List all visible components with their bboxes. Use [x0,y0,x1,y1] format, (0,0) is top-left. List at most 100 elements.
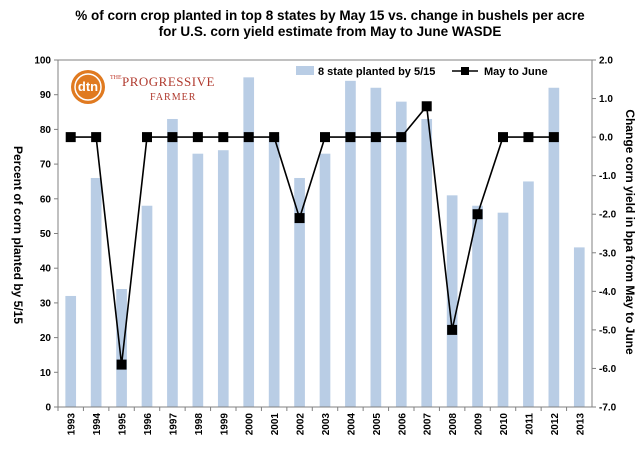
left-tick-label: 90 [40,90,52,101]
logo-the-text: THE [110,75,122,81]
line-marker-1999 [218,132,229,143]
bar-1995 [116,289,127,407]
bar-2007 [421,118,433,408]
dtn-progressive-farmer-logo: dtn THE PROGRESSIVE FARMER [68,68,215,106]
right-tick-label: -7.0 [599,403,617,414]
right-axis: 2.0 1.0 0.0 -1.0 -2.0 -3.0 -4.0 -5.0 -6.0 -7.0 [592,56,617,414]
bar-2008 [446,195,458,407]
left-tick-label: 40 [40,264,52,275]
legend-label-line: May to June [484,66,548,78]
logo-sub-text: FARMER [150,92,196,103]
bars-layer [65,77,585,408]
x-tick-label: 2002 [296,413,307,436]
bar-2011 [523,181,534,407]
bar-2003 [319,153,331,407]
right-tick-label: 2.0 [599,56,613,67]
legend: 8 state planted by 5/15 May to June [296,66,548,78]
right-tick-label: -3.0 [599,248,617,259]
right-tick-label: -5.0 [599,325,617,336]
left-tick-label: 10 [40,368,52,379]
legend-swatch-bar [296,66,314,75]
line-marker-2012 [548,132,559,143]
line-marker-2006 [396,132,407,143]
x-tick-label: 2003 [321,413,332,436]
line-marker-1995 [116,359,127,370]
chart-title-line1: % of corn crop planted in top 8 states b… [75,8,585,23]
x-tick-label: 2010 [499,413,510,436]
line-marker-2008 [447,324,458,335]
x-tick-label: 1997 [168,413,179,436]
line-marker-2002 [294,213,305,224]
line-marker-2010 [498,132,508,143]
right-tick-label: 1.0 [599,94,613,105]
bar-2012 [548,87,560,407]
dtn-logo-icon [71,70,105,104]
bar-1993 [65,295,77,407]
bar-1998 [192,153,204,407]
bar-1996 [141,205,153,407]
bar-2000 [243,77,255,407]
x-tick-label: 1996 [143,413,154,436]
right-tick-label: -4.0 [599,287,617,298]
line-layer [65,101,559,370]
line-marker-2009 [472,209,483,220]
x-tick-label: 1998 [194,413,205,436]
x-tick-label: 2008 [448,413,459,436]
x-tick-label: 2012 [550,413,561,436]
bar-2013 [573,247,585,407]
x-tick-label: 1993 [67,413,78,436]
left-axis: 0 10 20 30 40 50 60 70 80 90 100 [34,56,58,414]
line-marker-2007 [421,101,432,112]
x-tick-label: 2009 [474,413,485,436]
bar-2004 [345,80,356,407]
bar-1999 [217,150,229,407]
x-tick-label: 2013 [575,413,586,436]
line-marker-1994 [91,132,102,143]
right-tick-label: -6.0 [599,364,617,375]
left-tick-label: 100 [34,56,51,67]
line-marker-1997 [167,132,178,143]
left-axis-title: Percent of corn planted by 5/15 [11,146,25,324]
line-marker-1998 [192,132,203,143]
line-marker-2011 [523,132,534,143]
bar-2005 [370,87,382,407]
bar-2006 [395,101,407,407]
bar-2009 [472,205,483,407]
bar-1994 [90,177,102,407]
bar-2010 [497,212,509,407]
line-marker-2004 [345,132,356,143]
x-tick-label: 1995 [118,413,129,436]
right-tick-label: 0.0 [599,133,613,144]
line-marker-2005 [370,132,381,143]
x-tick-label: 1994 [92,413,103,436]
x-tick-label: 1999 [219,413,230,436]
x-tick-label: 2006 [397,413,408,436]
bar-1997 [167,118,178,408]
legend-swatch-marker [461,67,469,75]
chart-title-line2: for U.S. corn yield estimate from May to… [159,24,502,39]
logo-dtn-text: dtn [78,79,98,94]
x-tick-label: 2005 [372,413,383,436]
legend-label-bar: 8 state planted by 5/15 [318,66,435,78]
x-tick-label: 2011 [524,413,535,435]
bar-2002 [294,177,305,407]
x-axis: 1993 1994 1995 1996 1997 1998 1999 2000 2001 2002… [57,407,586,436]
bar-2001 [268,136,280,407]
left-tick-label: 50 [40,229,52,240]
left-tick-label: 0 [45,403,51,414]
x-tick-label: 2000 [245,413,256,436]
left-tick-label: 30 [40,298,52,309]
right-tick-label: -1.0 [599,171,617,182]
left-tick-label: 20 [40,333,52,344]
left-tick-label: 60 [40,194,52,205]
left-tick-label: 70 [40,160,52,171]
line-marker-1993 [65,132,76,143]
logo-main-text: PROGRESSIVE [122,74,215,89]
line-marker-1996 [142,132,152,143]
x-tick-label: 2001 [270,413,281,436]
x-tick-label: 2004 [346,413,357,436]
left-tick-label: 80 [40,125,52,136]
right-axis-title: Change corn yield in bpa from May to Jun… [623,109,637,355]
line-marker-2000 [243,132,254,143]
